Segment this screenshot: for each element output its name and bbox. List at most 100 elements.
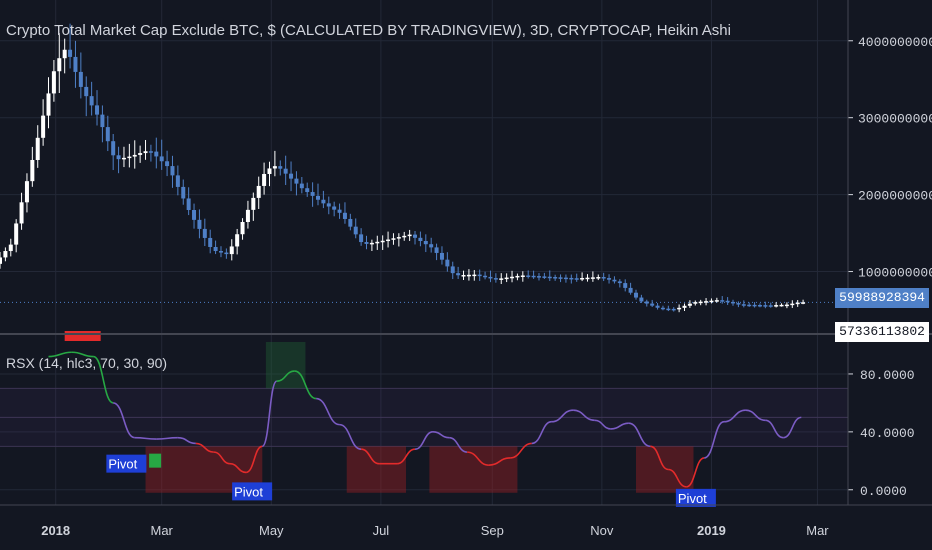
- candle-up[interactable]: [0, 257, 2, 264]
- rsx-segment[interactable]: [723, 409, 746, 423]
- candle-down[interactable]: [348, 218, 353, 227]
- rsx-segment[interactable]: [432, 431, 450, 439]
- candle-up[interactable]: [262, 173, 267, 186]
- candle-down[interactable]: [617, 281, 622, 284]
- rsx-segment[interactable]: [396, 448, 416, 465]
- rsx-segment[interactable]: [467, 451, 489, 466]
- candle-up[interactable]: [714, 300, 719, 302]
- rsx-segment[interactable]: [112, 402, 136, 439]
- rsx-segment[interactable]: [745, 409, 766, 422]
- candle-down[interactable]: [148, 151, 153, 153]
- candle-down[interactable]: [650, 303, 655, 306]
- rsx-segment[interactable]: [261, 380, 278, 448]
- candle-down[interactable]: [736, 303, 741, 305]
- candle-down[interactable]: [429, 244, 434, 248]
- candle-down[interactable]: [477, 274, 482, 277]
- candle-up[interactable]: [677, 307, 682, 310]
- rsx-segment[interactable]: [703, 420, 725, 459]
- candle-up[interactable]: [407, 234, 412, 237]
- candle-down[interactable]: [531, 275, 536, 278]
- candle-up[interactable]: [386, 239, 391, 242]
- rsx-segment[interactable]: [414, 431, 434, 451]
- rsx-segment[interactable]: [594, 419, 611, 430]
- rsx-segment[interactable]: [316, 397, 340, 426]
- candle-down[interactable]: [607, 278, 612, 280]
- candle-down[interactable]: [655, 305, 660, 308]
- candle-up[interactable]: [3, 251, 8, 258]
- candle-down[interactable]: [671, 308, 676, 311]
- candle-up[interactable]: [14, 223, 19, 245]
- candle-up[interactable]: [784, 304, 789, 307]
- candle-up[interactable]: [35, 137, 40, 160]
- candle-down[interactable]: [644, 301, 649, 304]
- candle-down[interactable]: [111, 141, 116, 156]
- candle-down[interactable]: [757, 305, 762, 307]
- candle-up[interactable]: [369, 242, 374, 245]
- rsx-segment[interactable]: [551, 409, 574, 423]
- candle-down[interactable]: [337, 209, 342, 213]
- candle-down[interactable]: [666, 308, 671, 311]
- candle-up[interactable]: [57, 58, 62, 72]
- candle-up[interactable]: [143, 151, 148, 154]
- candle-down[interactable]: [89, 96, 94, 106]
- candle-down[interactable]: [660, 307, 665, 310]
- rsx-segment[interactable]: [765, 419, 784, 439]
- candle-down[interactable]: [763, 305, 768, 307]
- candle-down[interactable]: [720, 300, 725, 302]
- candle-down[interactable]: [278, 166, 283, 169]
- candle-down[interactable]: [569, 277, 574, 280]
- candle-down[interactable]: [342, 212, 347, 219]
- rsx-segment[interactable]: [213, 451, 231, 465]
- candle-down[interactable]: [305, 188, 310, 193]
- rsx-segment[interactable]: [628, 422, 651, 448]
- candle-up[interactable]: [580, 278, 585, 280]
- candle-down[interactable]: [752, 304, 757, 307]
- candle-up[interactable]: [375, 241, 380, 244]
- candle-down[interactable]: [488, 276, 493, 279]
- candle-down[interactable]: [289, 173, 294, 179]
- candle-down[interactable]: [623, 283, 628, 288]
- candle-down[interactable]: [224, 252, 229, 255]
- candle-up[interactable]: [461, 275, 466, 277]
- candle-up[interactable]: [41, 115, 46, 138]
- candle-down[interactable]: [294, 178, 299, 184]
- candle-up[interactable]: [267, 168, 272, 174]
- candle-up[interactable]: [790, 303, 795, 306]
- candle-up[interactable]: [251, 197, 256, 210]
- rsx-segment[interactable]: [48, 351, 72, 358]
- candle-down[interactable]: [332, 206, 337, 210]
- candle-down[interactable]: [439, 252, 444, 260]
- candle-down[interactable]: [321, 199, 326, 204]
- candle-down[interactable]: [316, 195, 320, 200]
- candle-down[interactable]: [725, 300, 730, 303]
- candle-down[interactable]: [542, 276, 547, 278]
- rsx-segment[interactable]: [71, 351, 94, 358]
- candle-up[interactable]: [504, 277, 509, 280]
- rsx-segment[interactable]: [449, 436, 468, 453]
- candle-up[interactable]: [682, 305, 687, 308]
- candle-down[interactable]: [299, 183, 304, 189]
- candle-down[interactable]: [213, 246, 218, 252]
- candle-down[interactable]: [634, 292, 638, 298]
- rsx-segment[interactable]: [294, 370, 317, 400]
- rsx-segment[interactable]: [195, 442, 214, 453]
- candle-down[interactable]: [483, 275, 488, 278]
- candle-down[interactable]: [95, 105, 100, 115]
- candle-up[interactable]: [704, 301, 709, 303]
- candle-down[interactable]: [553, 277, 558, 279]
- rsx-segment[interactable]: [360, 448, 380, 465]
- candle-down[interactable]: [165, 161, 170, 167]
- candle-down[interactable]: [563, 277, 568, 280]
- rsx-segment[interactable]: [177, 436, 196, 445]
- candle-down[interactable]: [170, 166, 175, 176]
- candle-down[interactable]: [741, 304, 746, 306]
- candle-down[interactable]: [353, 226, 358, 235]
- candle-down[interactable]: [731, 301, 736, 304]
- candle-up[interactable]: [8, 244, 13, 252]
- candle-up[interactable]: [590, 277, 595, 279]
- candle-down[interactable]: [181, 186, 186, 199]
- candle-up[interactable]: [30, 160, 35, 182]
- candle-up[interactable]: [138, 153, 143, 155]
- candle-down[interactable]: [192, 210, 197, 220]
- candle-up[interactable]: [24, 181, 29, 203]
